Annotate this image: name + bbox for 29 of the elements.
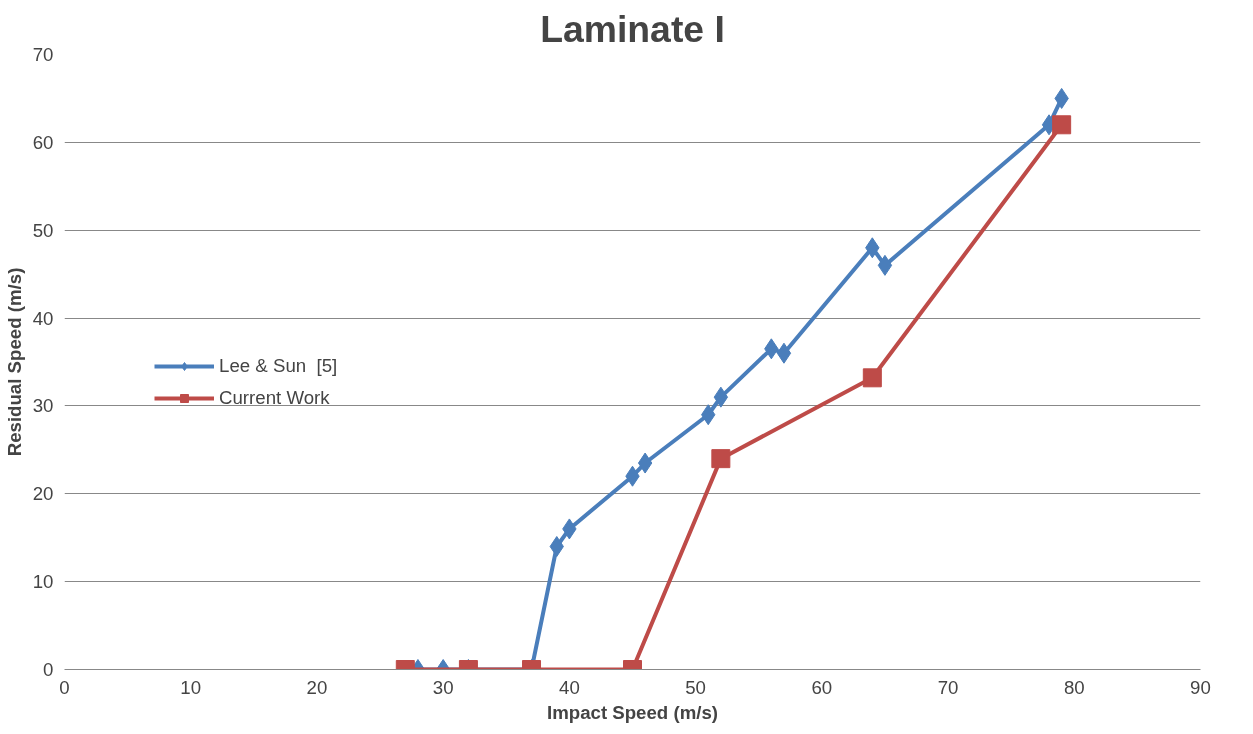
- x-axis-title: Impact Speed (m/s): [546, 701, 719, 723]
- y-tick-label: 60: [32, 131, 54, 153]
- y-tick-label: 10: [32, 571, 54, 593]
- point: [713, 386, 729, 408]
- y-tick-label: 70: [32, 44, 54, 65]
- point: [637, 452, 653, 474]
- x-tick-label: 30: [432, 676, 454, 698]
- legend-label: Lee & Sun [5]: [219, 355, 338, 377]
- x-tick-label: 20: [306, 676, 328, 698]
- chart-title: Laminate I: [540, 7, 725, 50]
- y-tick-label: 40: [32, 307, 54, 329]
- x-tick-label: 0: [59, 676, 70, 698]
- x-tick-label: 80: [1063, 676, 1085, 698]
- x-tick-label: 60: [811, 676, 833, 698]
- y-tick-label: 20: [32, 483, 54, 505]
- y-tick-label: 50: [32, 219, 54, 241]
- x-tick-label: 50: [685, 676, 706, 698]
- point: [776, 342, 792, 364]
- y-axis-title: Residual Speed (m/s): [3, 267, 25, 457]
- x-tick-label: 70: [937, 676, 959, 698]
- x-tick-label: 10: [180, 676, 202, 698]
- y-tick-label: 0: [43, 659, 54, 680]
- point: [877, 254, 893, 276]
- legend-label: Current Work: [219, 387, 330, 409]
- point: [862, 368, 882, 388]
- point: [1052, 115, 1072, 135]
- x-tick-label: 90: [1190, 676, 1211, 698]
- x-tick-label: 40: [559, 676, 580, 698]
- y-tick-label: 30: [32, 395, 54, 417]
